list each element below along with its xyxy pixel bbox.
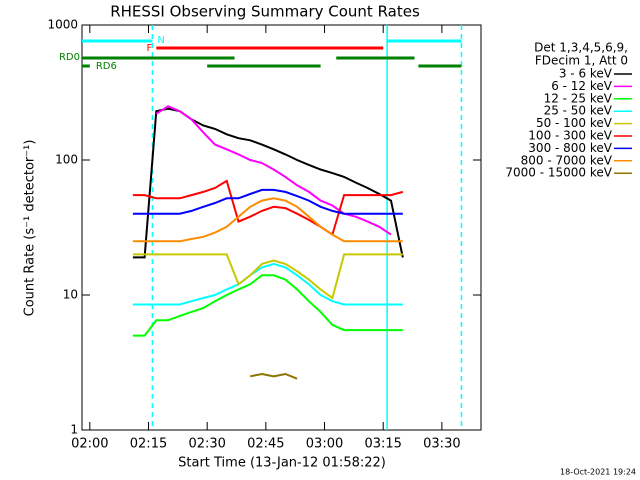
x-tick-label: 03:00 [306,437,343,452]
series-line [250,372,298,380]
legend-label: 12 - 25 keV [544,91,613,105]
legend-label: 100 - 300 keV [528,129,612,143]
annotation-label: N [157,35,164,46]
x-tick-label: 02:15 [130,437,167,452]
series-line [132,253,403,300]
series-line [132,197,403,243]
legend-label: 50 - 100 keV [536,116,613,130]
series-line [132,179,404,237]
series-line [132,188,403,215]
x-tick-label: 02:00 [71,437,108,452]
series-line [132,274,403,337]
legend-header: Det 1,3,4,5,6,9, [534,41,628,55]
annotation-label: RD6 [96,61,117,72]
legend-label: 3 - 6 keV [559,67,613,81]
legend-label: 25 - 50 keV [544,104,613,118]
x-tick-label: 03:30 [423,437,460,452]
plot-frame [81,24,482,431]
y-tick-label: 10 [63,288,78,302]
chart-title: RHESSI Observing Summary Count Rates [110,3,420,21]
annotation-label: F [147,43,153,54]
legend-label: 800 - 7000 keV [521,153,613,167]
y-tick-label: 1000 [47,18,78,32]
annotation-label: RD0 [59,52,80,63]
series-line [132,262,403,306]
y-tick-label: 100 [55,153,78,167]
series-line [155,105,392,236]
footer: 18-Oct-2021 19:24 [560,468,636,477]
x-axis-label: Start Time (13-Jan-12 01:58:22) [178,456,386,471]
legend-label: 300 - 800 keV [528,141,612,155]
x-tick-label: 03:15 [364,437,401,452]
x-tick-label: 02:45 [247,437,284,452]
y-axis-label: Count Rate (s⁻¹ detector⁻¹) [23,140,38,317]
x-tick-label: 02:30 [188,437,225,452]
y-tick-label: 1 [70,423,78,437]
legend-header: FDecim 1, Att 0 [535,54,628,68]
legend-label: 6 - 12 keV [551,79,613,93]
legend-label: 7000 - 15000 keV [505,166,612,180]
